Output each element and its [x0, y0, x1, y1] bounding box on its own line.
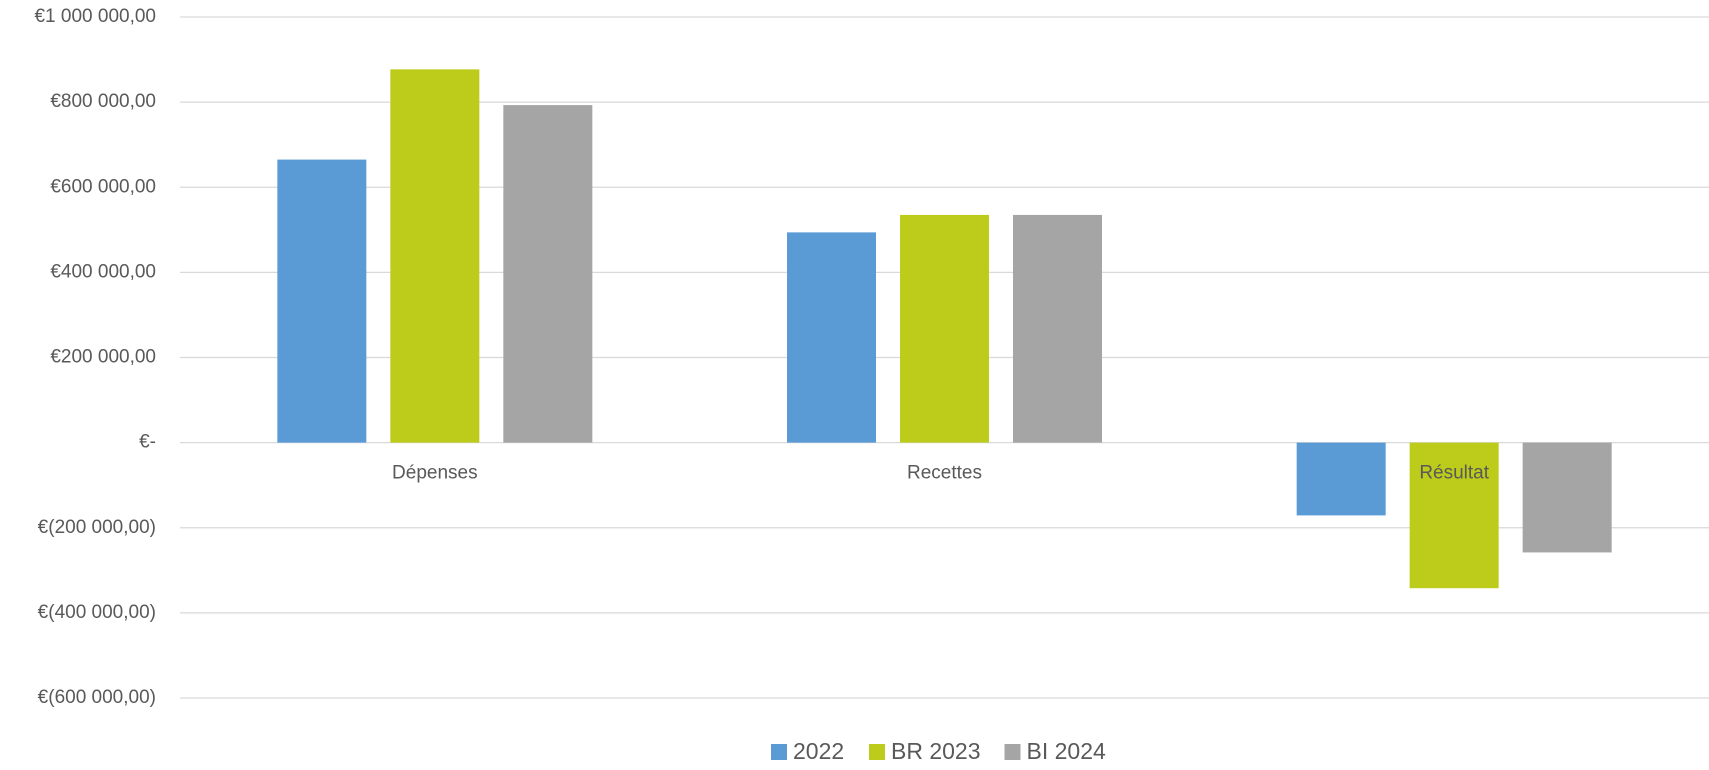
bar — [1296, 442, 1386, 516]
legend-label: BR 2023 — [891, 738, 981, 764]
legend-swatch — [1004, 744, 1021, 760]
y-tick-label: €(600 000,00) — [38, 687, 156, 708]
bar — [900, 214, 989, 443]
legend-label: BI 2024 — [1027, 738, 1106, 764]
y-tick-label: €200 000,00 — [50, 347, 156, 368]
bar — [1522, 442, 1612, 553]
bar — [390, 69, 480, 443]
x-tick-label: Résultat — [1419, 463, 1489, 484]
bar — [277, 159, 367, 443]
bar — [1013, 214, 1102, 443]
x-tick-label: Recettes — [907, 463, 982, 484]
y-tick-label: €800 000,00 — [50, 91, 156, 112]
bar — [503, 105, 593, 443]
y-tick-label: €1 000 000,00 — [34, 6, 156, 27]
bar — [1409, 442, 1499, 589]
legend-label: 2022 — [793, 738, 844, 764]
y-tick-label: €(200 000,00) — [38, 517, 156, 538]
y-tick-label: €- — [139, 432, 156, 453]
legend-swatch — [771, 744, 787, 760]
y-tick-label: €600 000,00 — [50, 176, 156, 197]
y-tick-label: €400 000,00 — [50, 261, 156, 282]
y-tick-label: €(400 000,00) — [38, 602, 156, 623]
legend-swatch — [869, 744, 885, 760]
x-tick-label: Dépenses — [392, 463, 478, 484]
bar — [787, 232, 876, 443]
